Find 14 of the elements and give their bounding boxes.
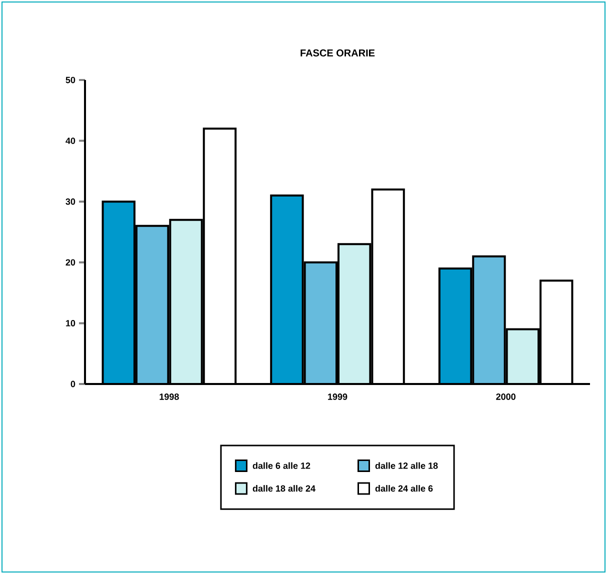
legend-label: dalle 6 alle 12 (252, 462, 310, 469)
y-tick-label: 0 (70, 380, 76, 388)
y-tick-label: 10 (66, 320, 76, 326)
legend-label: dalle 12 alle 18 (375, 462, 438, 469)
legend-label: dalle 24 alle 6 (375, 485, 433, 492)
chart-title: FASCE ORARIE (300, 49, 375, 56)
y-tick-label: 20 (66, 259, 76, 266)
y-tick-label: 30 (66, 198, 76, 205)
y-tick-label: 50 (66, 76, 76, 84)
legend-label: dalle 18 alle 24 (252, 485, 316, 492)
x-tick-label: 1998 (160, 394, 179, 400)
y-tick-label: 40 (66, 138, 76, 144)
x-tick-label: 1999 (328, 394, 348, 400)
x-tick-label: 2000 (496, 394, 516, 400)
